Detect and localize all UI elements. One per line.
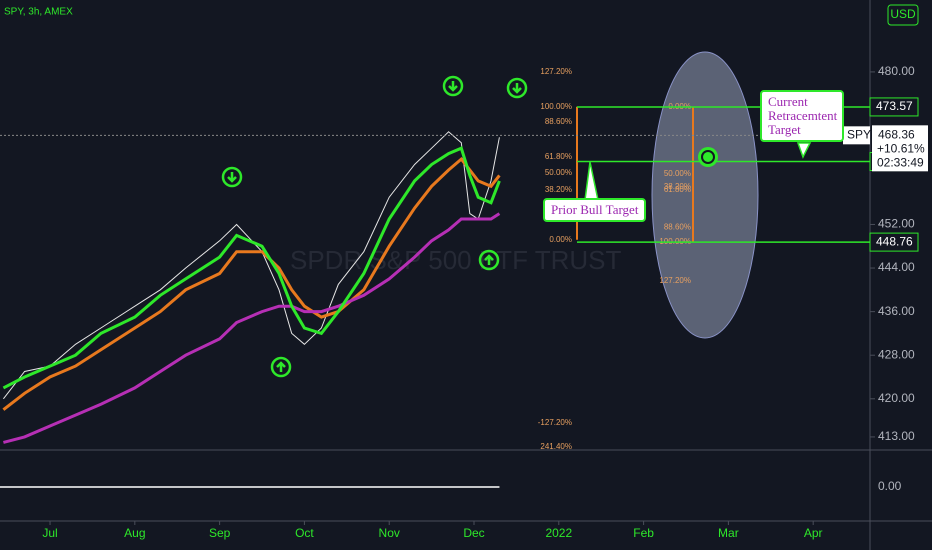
fib-label: 38.20% bbox=[664, 182, 691, 191]
callout-pointer bbox=[796, 142, 812, 159]
level-box bbox=[869, 97, 919, 117]
price-line bbox=[3, 131, 500, 400]
currency[interactable]: USD bbox=[890, 7, 916, 21]
y-tick-label: 420.00 bbox=[878, 391, 915, 405]
x-tick-label: Apr bbox=[804, 526, 823, 540]
x-tick-label: Mar bbox=[718, 526, 739, 540]
symbol-label: SPY bbox=[847, 127, 871, 141]
level-label: 473.57 bbox=[876, 99, 913, 113]
y-tick-label: 444.00 bbox=[878, 260, 915, 274]
x-tick-label: Feb bbox=[633, 526, 654, 540]
price-line bbox=[2, 156, 501, 411]
x-tick-label: 2022 bbox=[545, 526, 572, 540]
y-tick-label: 0.00 bbox=[878, 479, 902, 493]
price-line bbox=[3, 212, 501, 444]
y-tick-label: 452.00 bbox=[878, 217, 915, 231]
countdown: 02:33:49 bbox=[877, 155, 924, 169]
x-tick-label: Dec bbox=[463, 526, 484, 540]
change-label: +10.61% bbox=[877, 141, 925, 155]
annotation: Current Retracemtent Target bbox=[760, 90, 844, 142]
price-label: 468.36 bbox=[878, 127, 915, 141]
fib-label: 38.20% bbox=[545, 185, 572, 194]
y-tick-label: 436.00 bbox=[878, 304, 915, 318]
watermark: SPDR S&P 500 ETF TRUST bbox=[290, 245, 621, 275]
fib-label: 127.20% bbox=[659, 276, 691, 285]
fib-label: 127.20% bbox=[540, 67, 572, 76]
x-tick-label: Oct bbox=[295, 526, 314, 540]
fib-label: 100.00% bbox=[540, 102, 572, 111]
fib-label: 61.80% bbox=[545, 152, 572, 161]
fib-label: -127.20% bbox=[538, 418, 572, 427]
x-tick-label: Jul bbox=[42, 526, 57, 540]
fib-label: 88.60% bbox=[664, 222, 691, 231]
price-line bbox=[2, 146, 501, 390]
level-label: 448.76 bbox=[876, 234, 913, 248]
currency-box[interactable] bbox=[887, 4, 919, 26]
fib-label: 88.60% bbox=[545, 117, 572, 126]
fib-label: 241.40% bbox=[540, 442, 572, 451]
ellipse bbox=[651, 51, 759, 339]
down-icon bbox=[506, 77, 528, 99]
up-icon bbox=[270, 356, 292, 378]
fib-label: 0.00% bbox=[549, 235, 572, 244]
level-box bbox=[869, 232, 919, 252]
symbol-box bbox=[843, 126, 870, 145]
annotation: Prior Bull Target bbox=[543, 198, 647, 222]
fib-label: 50.00% bbox=[664, 169, 691, 178]
down-icon bbox=[221, 166, 243, 188]
x-tick-label: Aug bbox=[124, 526, 145, 540]
y-tick-label: 428.00 bbox=[878, 347, 915, 361]
x-tick-label: Nov bbox=[379, 526, 400, 540]
symbol-header: SPY, 3h, AMEX bbox=[4, 7, 73, 18]
y-tick-label: 480.00 bbox=[878, 64, 915, 78]
x-tick-label: Sep bbox=[209, 526, 231, 540]
down-icon bbox=[442, 75, 464, 97]
fib-label: 61.80% bbox=[664, 185, 691, 194]
price-box bbox=[872, 125, 928, 172]
fib-label: 50.00% bbox=[545, 168, 572, 177]
y-tick-label: 413.00 bbox=[878, 429, 915, 443]
question-icon bbox=[698, 147, 718, 167]
up-icon bbox=[478, 249, 500, 271]
